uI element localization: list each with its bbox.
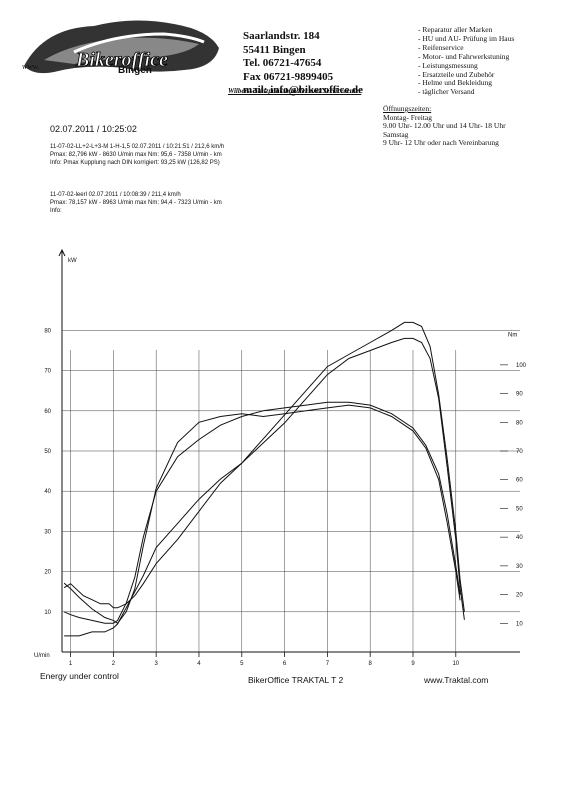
series-torque-curve-3 <box>63 404 461 624</box>
y-right-tick-label: 30 <box>516 564 523 570</box>
y-right-tick-label: 90 <box>516 392 523 398</box>
run1-line3: Info: Pmax Kupplung nach DIN korrigiert:… <box>50 160 220 166</box>
x-tick-label: 7 <box>326 661 330 667</box>
hours-line: Öffnungszeiten: <box>383 104 432 113</box>
logo-name: Bingen <box>118 65 152 76</box>
series-torque-curve-4 <box>63 401 461 624</box>
y-left-tick-label: 20 <box>44 570 51 576</box>
x-tick-label: 5 <box>240 661 244 667</box>
footer-url: www.Traktal.com <box>424 675 489 685</box>
service-item: - Motor- und Fahrwerkstuning <box>418 51 510 61</box>
service-item: - Helme und Bekleidung <box>418 78 492 88</box>
y-left-tick-label: 60 <box>44 409 51 415</box>
y-left-tick-label: 10 <box>44 610 51 616</box>
run1-info: 11-07-02-LL+2-L+3-M 1-H-1,5 02.07.2011 /… <box>50 143 224 167</box>
series-power-curve-2 <box>64 337 465 637</box>
run2-line1: 11-07-02-leerl 02.07.2011 / 10:08:39 / 2… <box>50 192 181 198</box>
x-tick-label: 6 <box>283 661 287 667</box>
y-left-tick-label: 40 <box>44 489 51 495</box>
y-left-axis-label: kW <box>68 258 77 264</box>
hours-line: 9 Uhr- 12 Uhr oder nach Vereinbarung <box>383 138 499 148</box>
x-tick-label: 1 <box>69 661 73 667</box>
address-line: Saarlandstr. 184 <box>243 30 320 42</box>
footer-device: BikerOffice TRAKTAL T 2 <box>248 675 344 685</box>
x-axis-label: U/min <box>34 653 50 659</box>
y-left-tick-label: 70 <box>44 369 51 375</box>
footer-slogan: Energy under control <box>40 671 119 681</box>
y-right-tick-label: 80 <box>516 420 523 426</box>
service-item: - Ersatzteile und Zubehör <box>418 69 495 79</box>
service-item: - Leistungsmessung <box>418 60 478 70</box>
company-logo: Bikeroffice <box>14 8 224 86</box>
y-right-tick-label: 40 <box>516 535 523 541</box>
test-datetime: 02.07.2011 / 10:25:02 <box>50 124 137 134</box>
logo-graphic: Bikeroffice <box>24 20 219 74</box>
hours-line: 9.00 Uhr- 12.00 Uhr und 14 Uhr- 18 Uhr <box>383 121 506 131</box>
svg-text:Bikeroffice: Bikeroffice <box>75 49 168 71</box>
service-item: - HU und AU- Prüfung im Haus <box>418 33 515 43</box>
x-tick-label: 10 <box>452 661 459 667</box>
y-left-tick-label: 50 <box>44 449 51 455</box>
hours-line: Montag- Freitag <box>383 112 432 122</box>
y-right-tick-label: 60 <box>516 478 523 484</box>
series-power-curve-1 <box>63 321 465 612</box>
opening-hours: Öffnungszeiten: Montag- Freitag 9.00 Uhr… <box>383 104 506 148</box>
run1-line1: 11-07-02-LL+2-L+3-M 1-H-1,5 02.07.2011 /… <box>50 144 225 150</box>
y-right-tick-label: 20 <box>516 593 523 599</box>
y-right-tick-label: 100 <box>516 363 527 369</box>
run1-line2: Pmax: 82,796 kW - 8630 U/min max Nm: 95,… <box>50 152 222 158</box>
services-list: - Reparatur aller Marken - HU und AU- Pr… <box>418 25 515 97</box>
y-axis-arrow <box>58 248 66 257</box>
address-line: mail: info@bikeroffice.de <box>243 84 364 96</box>
address-line: Fax 06721-9899405 <box>243 70 334 83</box>
y-left-tick-label: 80 <box>44 328 51 334</box>
run2-line2: Pmax: 78,157 kW - 8963 U/min max Nm: 94,… <box>50 200 222 206</box>
x-tick-label: 8 <box>369 661 373 667</box>
address-block: Saarlandstr. 184 55411 Bingen Tel. 06721… <box>243 30 363 98</box>
service-item: - Reparatur aller Marken <box>418 25 493 34</box>
y-right-tick-label: 10 <box>516 621 523 627</box>
y-right-tick-label: 50 <box>516 506 523 512</box>
run2-info: 11-07-02-leerl 02.07.2011 / 10:08:39 / 2… <box>50 191 222 215</box>
y-right-tick-label: 70 <box>516 449 523 455</box>
y-right-axis-label: Nm <box>508 332 517 338</box>
x-tick-label: 4 <box>197 661 201 667</box>
x-tick-label: 2 <box>112 661 116 667</box>
x-tick-label: 3 <box>154 661 158 667</box>
address-line: 55411 Bingen <box>243 43 306 56</box>
y-left-tick-label: 30 <box>44 529 51 535</box>
service-item: - Reifenservice <box>418 42 464 52</box>
slogan: Wilbers- Stützpunkthändler und Servicece… <box>228 87 362 95</box>
service-item: - täglicher Versand <box>418 87 475 97</box>
run2-line3: Info: <box>50 208 62 214</box>
x-tick-label: 9 <box>411 661 415 667</box>
logo-url: www. <box>22 62 40 71</box>
address-line: Tel. 06721-47654 <box>243 57 322 69</box>
hours-line: Samstag <box>383 129 409 139</box>
